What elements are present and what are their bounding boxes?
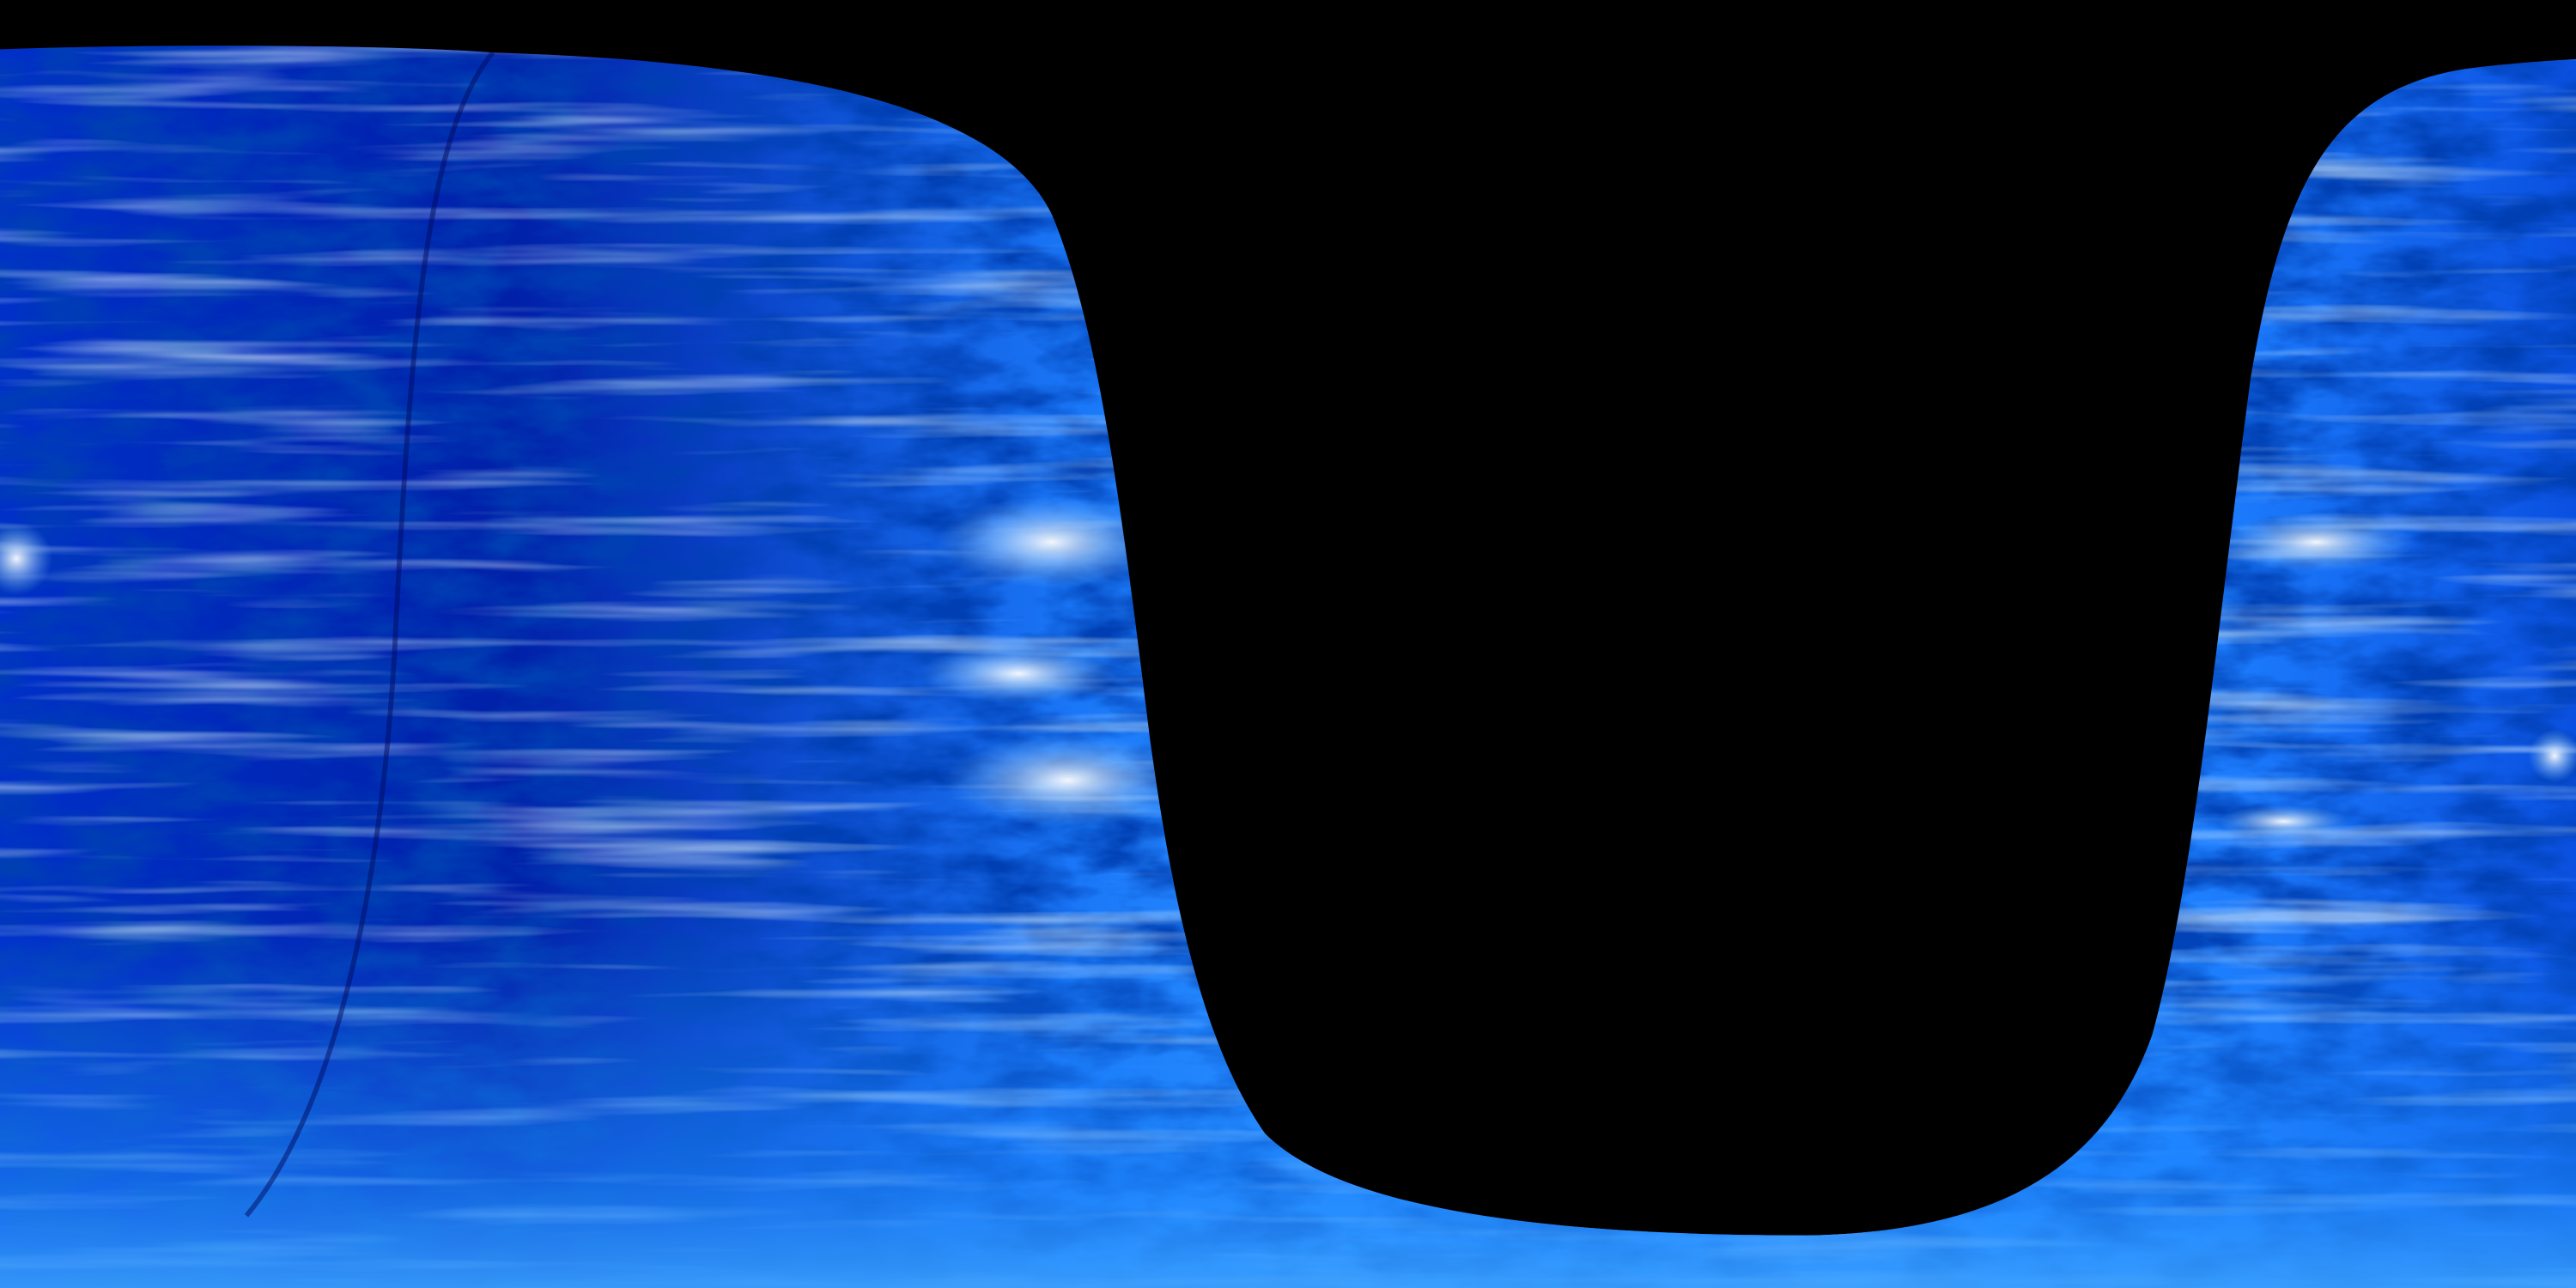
bright-region: [0, 522, 53, 595]
bright-region: [920, 644, 1118, 703]
bright-region: [2217, 805, 2349, 838]
mosaic-seam: [244, 51, 495, 1218]
bright-region: [936, 495, 1167, 588]
bright-region: [945, 734, 1192, 827]
bright-region: [2528, 729, 2576, 782]
bright-region: [2217, 512, 2415, 572]
